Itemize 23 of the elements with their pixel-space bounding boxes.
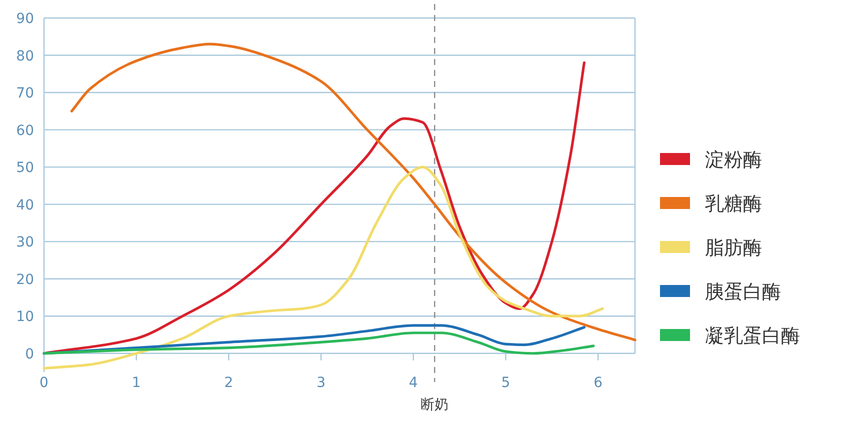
x-tick-label: 2 <box>224 375 234 391</box>
x-tick-label: 3 <box>316 375 326 391</box>
x-tick-label: 5 <box>501 375 510 391</box>
y-tick-label: 90 <box>16 11 34 27</box>
y-tick-label: 0 <box>25 346 34 362</box>
x-tick-label: 4 <box>408 375 418 391</box>
ref-line-label: 断奶 <box>420 397 449 413</box>
x-tick-label: 1 <box>132 375 141 391</box>
legend-label: 乳糖酶 <box>705 193 762 215</box>
legend-label: 脂肪酶 <box>705 237 762 259</box>
y-tick-label: 40 <box>16 197 34 214</box>
y-tick-label: 60 <box>16 122 34 139</box>
legend-label: 凝乳蛋白酶 <box>705 325 800 347</box>
x-tick-label: 6 <box>594 375 603 391</box>
y-tick-label: 10 <box>16 309 34 326</box>
y-tick-label: 30 <box>16 234 34 251</box>
legend-label: 胰蛋白酶 <box>705 281 781 303</box>
legend-label: 淀粉酶 <box>705 149 762 171</box>
y-tick-label: 70 <box>16 86 34 102</box>
x-tick-label: 0 <box>40 375 48 391</box>
y-tick-label: 80 <box>16 48 34 64</box>
y-tick-label: 20 <box>16 272 34 288</box>
y-tick-label: 50 <box>16 160 34 176</box>
